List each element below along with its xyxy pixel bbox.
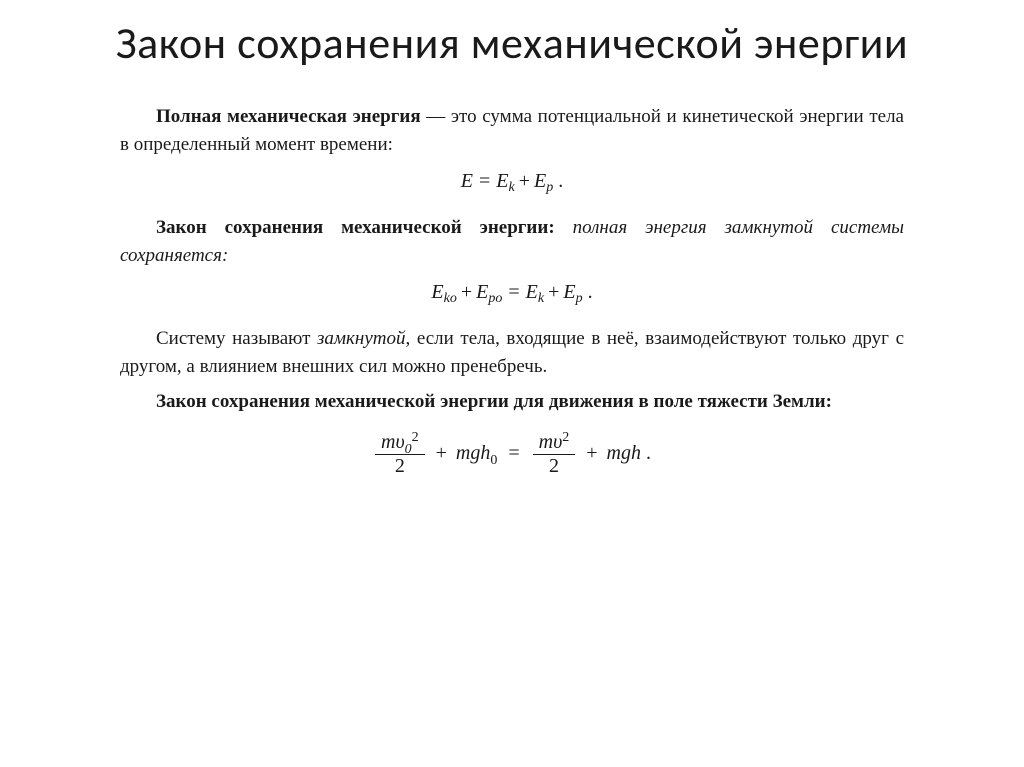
paragraph-3: Систему называют замкнутой, если тела, в… — [120, 325, 904, 382]
closed-system-term: замкнутой — [317, 328, 406, 349]
slide: Закон сохранения механической энергии По… — [0, 0, 1024, 535]
slide-content: Полная механическая энергия — это сумма … — [60, 103, 964, 478]
paragraph-1: Полная механическая энергия — это сумма … — [120, 103, 904, 160]
equation-1: E=Ek+Ep . — [120, 166, 904, 196]
equation-3: mυ022 + mgh0 = mυ22 + mgh . — [120, 432, 904, 477]
term-total-energy: Полная механическая энергия — [156, 106, 421, 127]
equation-2: Eko+Epo=Ek+Ep . — [120, 277, 904, 307]
law-title: Закон сохранения механической энергии: — [156, 217, 555, 238]
p3-a: Систему называют — [156, 328, 317, 349]
p4-bold: Закон сохранения механической энергии дл… — [156, 391, 832, 412]
paragraph-4: Закон сохранения механической энергии дл… — [120, 388, 904, 417]
paragraph-2: Закон сохранения механической энергии: п… — [120, 214, 904, 271]
slide-title: Закон сохранения механической энергии — [60, 18, 964, 69]
